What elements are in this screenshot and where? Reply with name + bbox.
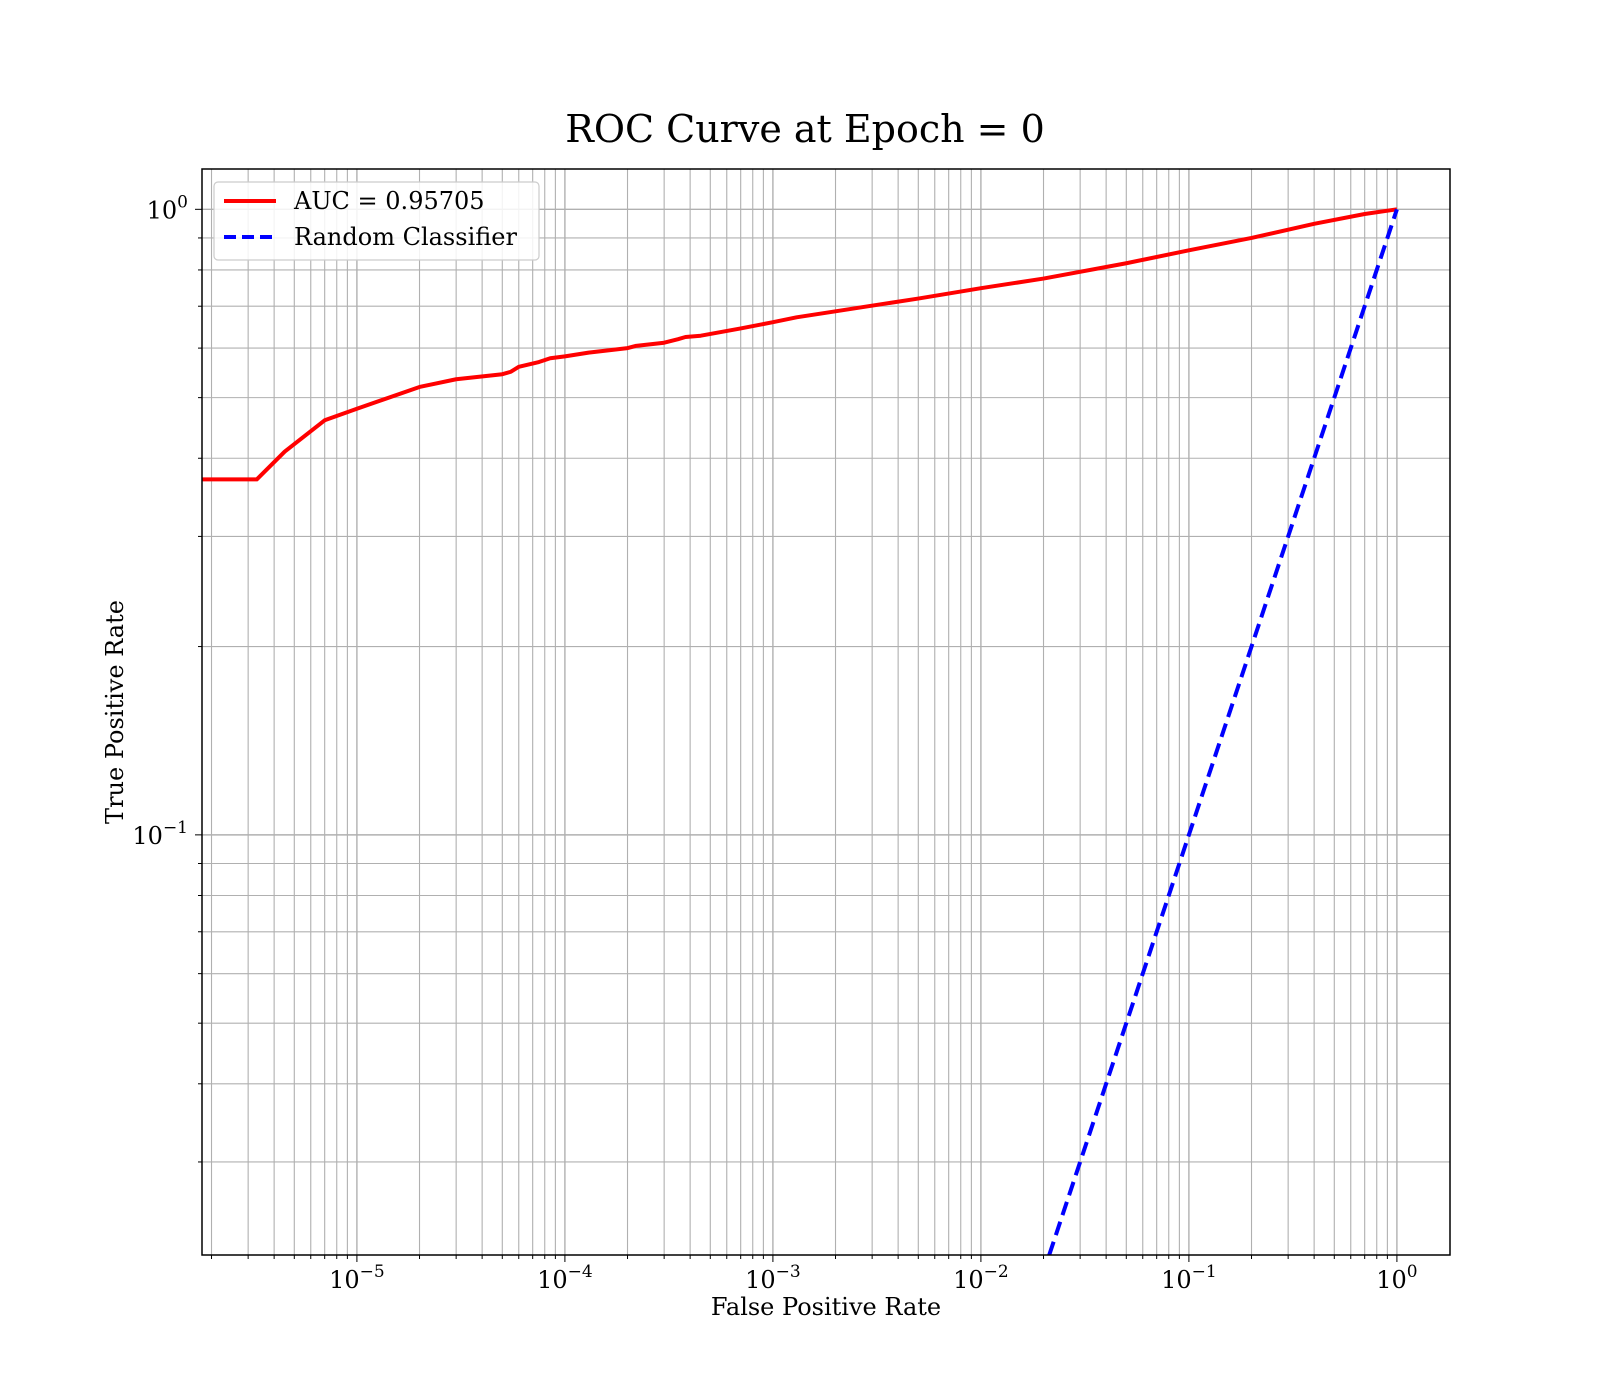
legend-label-auc: AUC = 0.95705	[293, 187, 485, 215]
y-axis-label: True Positive Rate	[101, 600, 129, 824]
y-tick-label: 10−1	[132, 818, 188, 850]
x-tick-label: 10−3	[745, 1262, 801, 1294]
x-tick-label: 100	[1376, 1262, 1417, 1294]
x-tick-label: 10−1	[1161, 1262, 1217, 1294]
grid	[202, 169, 1450, 1255]
axis-ticks: 10−5 10−4 10−3 10−2 10−1 100 10−1 100	[132, 192, 1417, 1294]
legend-label-random: Random Classifier	[294, 223, 517, 251]
y-tick-label: 100	[147, 192, 188, 224]
legend-box	[213, 181, 540, 261]
x-axis-label: False Positive Rate	[711, 1293, 941, 1321]
legend: AUC = 0.95705 Random Classifier	[213, 181, 540, 261]
x-tick-label: 10−5	[329, 1262, 385, 1294]
x-tick-label: 10−4	[537, 1262, 593, 1294]
plot-series	[202, 207, 1399, 1255]
plot-frame	[201, 168, 1451, 1256]
chart-title: ROC Curve at Epoch = 0	[565, 107, 1045, 151]
roc-curve-line	[202, 207, 1398, 482]
random-classifier-line	[1047, 208, 1399, 1255]
x-tick-label: 10−2	[953, 1262, 1009, 1294]
